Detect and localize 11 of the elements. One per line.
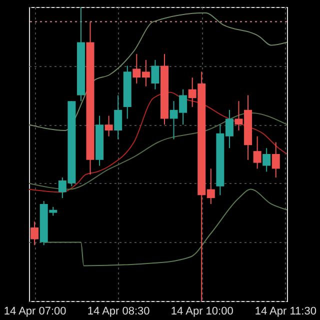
candlestick (253, 136, 262, 170)
candlestick (262, 148, 271, 172)
x-tick-label: 14 Apr 07:00 (4, 306, 66, 318)
candlestick (30, 221, 39, 246)
candlestick (151, 59, 160, 90)
x-tick-label: 14 Apr 11:30 (254, 306, 316, 318)
x-tick-label: 14 Apr 10:00 (170, 306, 234, 318)
x-tick-label: 14 Apr 08:30 (87, 306, 150, 318)
candlestick (104, 115, 113, 137)
candlestick (272, 142, 280, 178)
candlestick (114, 94, 122, 140)
